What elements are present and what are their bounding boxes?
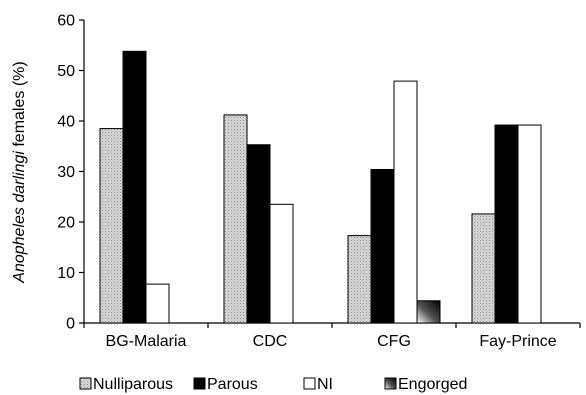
bar-ni-cfg bbox=[393, 80, 418, 324]
y-axis-label-rest: females (%) bbox=[11, 61, 28, 151]
y-tick-label: 20 bbox=[57, 215, 75, 232]
legend-swatch-engorged bbox=[384, 377, 397, 390]
y-tick-label: 0 bbox=[66, 316, 75, 333]
bar-parous-cdc bbox=[246, 144, 271, 324]
category-label: Fay-Prince bbox=[479, 333, 556, 350]
legend-swatch-nulliparous bbox=[79, 377, 92, 390]
x-axis bbox=[83, 322, 581, 328]
category-label: CFG bbox=[377, 333, 411, 350]
bar-engorged-cfg bbox=[416, 300, 441, 324]
bar-ni-bg-malaria bbox=[145, 283, 170, 324]
y-tick-label: 60 bbox=[57, 13, 75, 30]
legend-label-parous: Parous bbox=[207, 376, 258, 393]
legend-swatch-ni bbox=[303, 377, 316, 390]
category-label: CDC bbox=[253, 333, 288, 350]
y-axis-label: Anopheles darlingi females (%) bbox=[11, 61, 28, 283]
y-tick-label: 10 bbox=[57, 265, 75, 282]
bar-ni-cdc bbox=[269, 203, 294, 324]
y-tick-label: 30 bbox=[57, 164, 75, 181]
legend-label-ni: NI bbox=[317, 376, 333, 393]
bar-nulliparous-fay-prince bbox=[471, 213, 496, 324]
bar-nulliparous-cfg bbox=[347, 235, 372, 324]
legend-swatch-parous bbox=[193, 377, 206, 390]
bar-parous-fay-prince bbox=[494, 124, 519, 324]
legend-label-nulliparous: Nulliparous bbox=[93, 376, 173, 393]
category-labels: BG-Malaria CDC CFG Fay-Prince bbox=[106, 333, 557, 350]
legend: Nulliparous Parous NI Engorged bbox=[79, 376, 467, 393]
y-tick-label: 40 bbox=[57, 114, 75, 131]
bar-nulliparous-bg-malaria bbox=[99, 128, 124, 324]
y-axis-label-group: Anopheles darlingi females (%) bbox=[11, 61, 28, 283]
bar-parous-bg-malaria bbox=[122, 50, 147, 324]
y-tick-label: 50 bbox=[57, 63, 75, 80]
bar-nulliparous-cdc bbox=[223, 114, 248, 324]
legend-label-engorged: Engorged bbox=[398, 376, 467, 393]
bars bbox=[99, 50, 542, 324]
bar-ni-fay-prince bbox=[517, 124, 542, 324]
bar-parous-cfg bbox=[370, 168, 395, 324]
y-axis-label-italic: Anopheles darlingi bbox=[11, 151, 28, 284]
y-axis: 0 10 20 30 40 50 60 bbox=[57, 13, 85, 333]
category-label: BG-Malaria bbox=[106, 333, 187, 350]
